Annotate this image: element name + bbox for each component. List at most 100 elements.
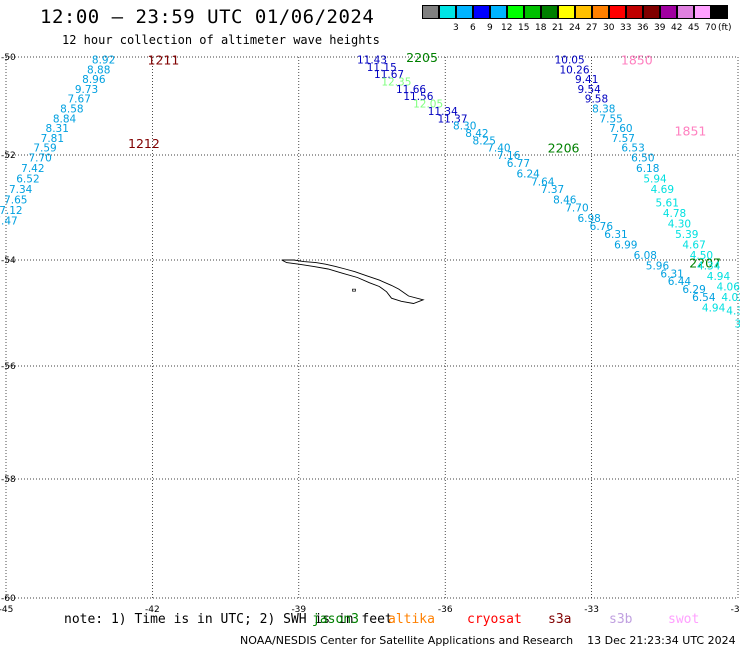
swh-value: 6.31 [660, 268, 683, 280]
swh-value: 4.94 [702, 303, 726, 315]
swh-value: 5.96 [646, 260, 670, 272]
swh-value: 6.18 [636, 163, 659, 175]
footnote: note: 1) Time is in UTC; 2) SWH is in fe… [64, 612, 393, 627]
swh-value: 4.30 [668, 218, 691, 230]
islet-outline [352, 288, 356, 292]
colorbar-tick-label: 24 [569, 23, 581, 33]
colorbar-tick-label: 39 [654, 23, 666, 33]
swh-value: 9.58 [585, 94, 608, 106]
lat-tick-label: -50 [1, 53, 16, 63]
swh-value: 4.02 [721, 292, 740, 304]
swh-value: 6.44 [668, 276, 692, 288]
pass-time-label: 2205 [406, 50, 438, 65]
swh-value: 7.70 [28, 153, 51, 165]
swh-value: 5.61 [656, 197, 679, 209]
swh-value: 4.94 [707, 271, 731, 283]
swh-value: 7.60 [609, 123, 632, 135]
pass-time-label: 1851 [675, 124, 707, 139]
colorbar-tick-label: 6 [470, 23, 476, 33]
swh-value: 6.54 [692, 292, 716, 304]
swh-value: 8.46 [553, 195, 577, 207]
satellite-legend-s3b: s3b [609, 612, 633, 627]
pass-time-label: 2207 [689, 256, 721, 271]
pass-time-label: 1212 [128, 136, 160, 151]
swh-value: 7.42 [21, 163, 44, 175]
pass-time-label: 2206 [548, 141, 580, 156]
swh-value: 8.96 [82, 74, 106, 86]
colorbar-tick-label: 27 [586, 23, 598, 33]
swh-value: 11.56 [403, 91, 433, 103]
swh-value: 4.34 [697, 260, 721, 272]
swh-value: 3.9 [735, 319, 740, 331]
colorbar-tick-label: 42 [671, 23, 683, 33]
swh-value: 7.55 [599, 113, 622, 125]
satellite-legend-cryosat: cryosat [467, 612, 522, 627]
swh-value: 5.39 [675, 229, 698, 241]
colorbar-tick-label: 9 [487, 23, 493, 33]
satellite-legend-jason3: jason3 [312, 612, 359, 627]
swh-value: 11.34 [428, 106, 458, 118]
satellite-legend-altika: altika [388, 612, 435, 627]
satellite-legend-s3a: s3a [548, 612, 572, 627]
swh-value: 11.43 [357, 54, 387, 66]
swh-value: 4.69 [651, 184, 674, 196]
colorbar-tick-label: 12 [501, 23, 513, 33]
swh-value: 9.73 [75, 84, 98, 96]
swh-value: 4.50 [690, 250, 713, 262]
swh-value: 6.29 [682, 284, 705, 296]
map-subtitle: 12 hour collection of altimeter wave hei… [62, 33, 380, 47]
swh-value: 7.12 [0, 205, 23, 217]
swh-value: 12.35 [381, 77, 411, 89]
swh-value: 11.67 [374, 69, 404, 81]
swh-value: 7.34 [9, 184, 33, 196]
swh-value: 7.81 [41, 133, 64, 145]
colorbar-swatch [626, 5, 643, 19]
swh-value: 8.30 [453, 121, 476, 133]
lon-tick-label: -30 [731, 605, 740, 615]
colorbar-tick-label: 30 [603, 23, 615, 33]
swh-value: 4.31 [726, 305, 740, 317]
swh-value: 12.05 [413, 99, 443, 111]
colorbar-swatch [575, 5, 592, 19]
swh-value: 10.05 [555, 54, 585, 66]
swh-value: 6.24 [516, 168, 540, 180]
swh-value: 7.37 [541, 184, 564, 196]
swh-value: 6.50 [631, 153, 654, 165]
swh-value: 6.77 [507, 158, 530, 170]
swh-value: 9.41 [575, 74, 598, 86]
swh-value: 11.15 [367, 62, 397, 74]
swh-value: 6.52 [16, 174, 39, 186]
colorbar-tick-label: 15 [518, 23, 530, 33]
credit-line: NOAA/NESDIS Center for Satellite Applica… [240, 634, 736, 647]
colorbar-swatch [541, 5, 558, 19]
colorbar-swatch [439, 5, 456, 19]
lon-tick-label: -45 [0, 605, 13, 615]
lat-tick-label: -52 [1, 151, 16, 161]
pass-time-label: 1850 [621, 52, 653, 67]
lat-tick-label: -58 [1, 475, 16, 485]
lat-tick-label: -54 [1, 256, 16, 266]
swh-value: 7.65 [4, 195, 27, 207]
lon-tick-label: -42 [145, 605, 160, 615]
swh-value: 7.70 [565, 203, 588, 215]
swh-value: 6.08 [634, 250, 657, 262]
colorbar-swatch [422, 5, 439, 19]
lat-tick-label: -56 [1, 362, 16, 372]
map-title: 12:00 – 23:59 UTC 01/06/2024 [40, 6, 375, 28]
colorbar-swatch [524, 5, 541, 19]
colorbar-tick-label: 70 [705, 23, 717, 33]
pass-time-label: 1211 [148, 52, 180, 67]
colorbar-unit: (ft) [718, 23, 732, 33]
swh-value: 6.98 [577, 213, 600, 225]
colorbar-swatch [473, 5, 490, 19]
swh-value: 7.64 [531, 176, 555, 188]
swh-value: 6.99 [614, 239, 637, 251]
swh-value: 11.66 [396, 84, 426, 96]
swh-value: 5.94 [643, 174, 667, 186]
swh-value: 7.57 [612, 133, 635, 145]
swh-value: 7.59 [33, 143, 56, 155]
colorbar-tick-label: 36 [637, 23, 649, 33]
lon-tick-label: -36 [438, 605, 453, 615]
swh-value: 8.84 [53, 113, 77, 125]
lon-tick-label: -39 [291, 605, 306, 615]
